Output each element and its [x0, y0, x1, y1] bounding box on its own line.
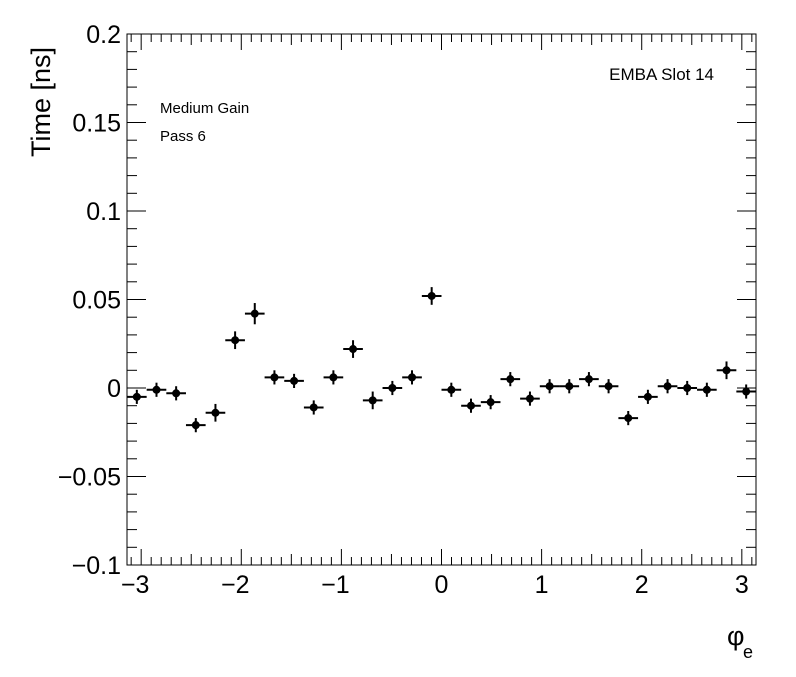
y-axis-label: Time [ns] — [26, 47, 56, 157]
data-point — [382, 380, 403, 396]
data-point — [579, 372, 599, 387]
marker — [663, 382, 672, 391]
marker — [506, 375, 515, 384]
data-point — [264, 370, 285, 385]
marker — [132, 392, 141, 401]
y-tick-label: 0.1 — [86, 198, 121, 226]
data-point — [697, 382, 717, 397]
marker — [584, 375, 593, 384]
marker — [486, 398, 495, 407]
marker — [624, 414, 633, 423]
marker — [309, 403, 318, 412]
data-point — [716, 361, 737, 380]
y-tick-label: −0.1 — [72, 552, 121, 580]
x-tick-label: −3 — [121, 571, 150, 599]
marker — [388, 384, 397, 392]
y-tick-label: 0 — [107, 375, 121, 403]
marker — [152, 385, 161, 394]
data-point — [166, 386, 186, 401]
x-tick-label: −1 — [321, 571, 350, 599]
marker — [525, 394, 534, 403]
data-point — [638, 389, 658, 404]
data-point — [618, 411, 639, 426]
data-point — [657, 379, 678, 394]
annotation-gain: Medium Gain — [160, 100, 249, 117]
marker — [427, 291, 436, 300]
data-point — [598, 379, 619, 394]
data-point — [343, 340, 363, 358]
marker — [545, 382, 554, 391]
marker — [702, 385, 711, 394]
marker — [408, 373, 417, 382]
y-tick-label: 0.15 — [72, 110, 121, 138]
marker — [447, 385, 456, 394]
marker — [466, 401, 475, 410]
data-point — [441, 382, 462, 397]
x-axis-label: φ — [727, 621, 745, 651]
data-point — [362, 391, 383, 410]
data-point — [402, 370, 422, 385]
annotation-pass: Pass 6 — [160, 128, 206, 145]
data-point — [421, 287, 442, 305]
marker — [349, 345, 358, 354]
x-axis-label-subscript: e — [743, 642, 753, 662]
x-tick-label: 3 — [735, 571, 749, 599]
marker — [329, 373, 338, 382]
data-point — [461, 398, 481, 413]
marker — [172, 389, 181, 398]
marker — [270, 373, 279, 382]
data-point — [559, 379, 580, 394]
data-point — [146, 382, 167, 397]
x-tick-label: −2 — [221, 571, 250, 599]
y-tick-label: 0.05 — [72, 287, 121, 315]
data-point — [185, 418, 206, 433]
x-axis-label-main: φ — [727, 621, 745, 651]
x-tick-label: 1 — [535, 571, 549, 599]
marker — [643, 392, 652, 401]
data-point — [480, 395, 501, 410]
data-point — [736, 384, 756, 399]
data-point — [205, 403, 226, 422]
marker — [231, 336, 240, 345]
data-point — [520, 391, 540, 406]
marker — [368, 396, 377, 405]
data-point — [303, 400, 324, 415]
marker — [250, 309, 259, 318]
data-point — [539, 379, 560, 394]
data-point — [500, 372, 521, 387]
y-tick-label: −0.05 — [58, 464, 121, 492]
marker — [722, 366, 731, 375]
data-point — [244, 303, 265, 325]
marker — [191, 421, 200, 430]
marker — [565, 382, 574, 391]
x-tick-label: 2 — [635, 571, 649, 599]
annotation-slot: EMBA Slot 14 — [609, 65, 714, 84]
data-point — [677, 380, 698, 396]
x-tick-label: 0 — [435, 571, 449, 599]
marker — [211, 408, 220, 417]
marker — [290, 376, 299, 385]
marker — [604, 382, 613, 391]
data-point — [323, 370, 344, 385]
data-point — [225, 331, 245, 350]
data-point — [127, 389, 147, 404]
y-tick-label: 0.2 — [86, 21, 121, 49]
marker — [683, 384, 692, 392]
data-point — [284, 373, 304, 388]
marker — [742, 387, 751, 396]
